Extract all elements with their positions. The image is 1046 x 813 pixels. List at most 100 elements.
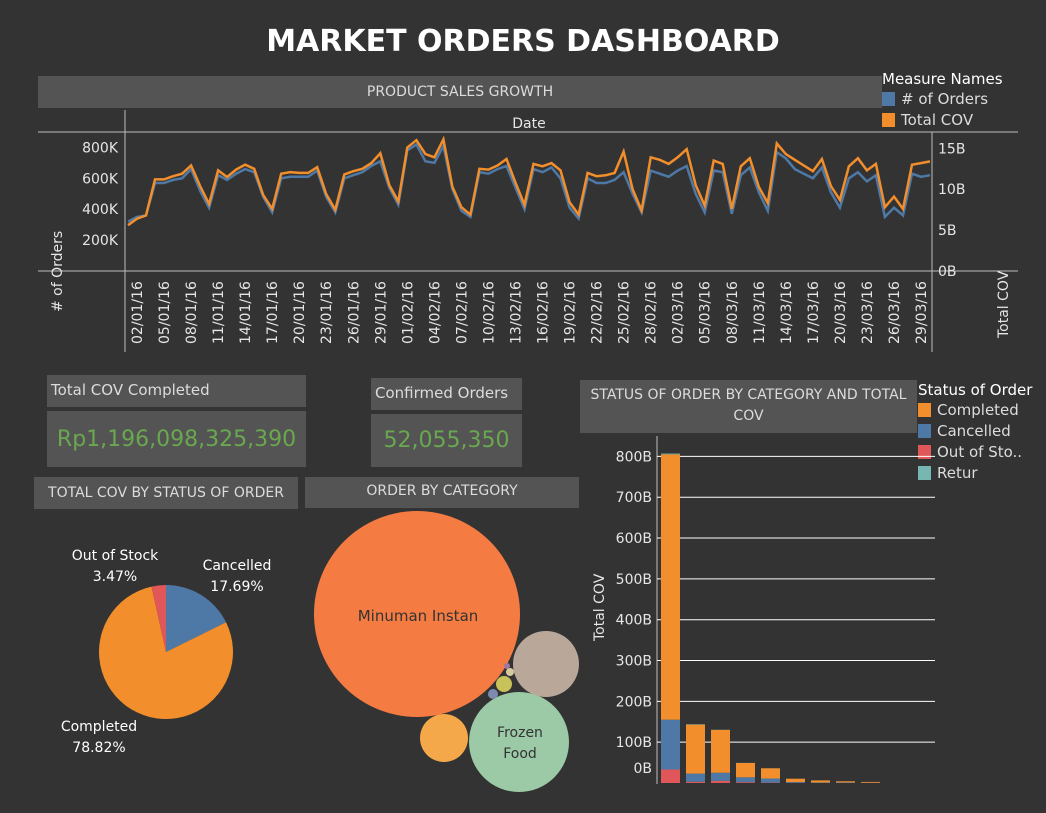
- bar-segment-cancelled[interactable]: [711, 772, 730, 781]
- x-date-tick: 11/01/16: [211, 281, 227, 344]
- legend-label-retur: Retur: [937, 463, 978, 482]
- bar-y-ticks: 800B 700B 600B 500B 400B 300B 200B 100B 0B: [616, 449, 652, 777]
- line-x-title: Date: [512, 116, 545, 132]
- x-date-tick: 14/03/16: [779, 281, 795, 344]
- bar-header-line-2: COV: [733, 408, 764, 424]
- x-date-tick: 17/01/16: [265, 281, 281, 344]
- x-date-tick: 26/01/16: [346, 281, 362, 344]
- bar-segment-cancelled[interactable]: [736, 777, 755, 783]
- measure-legend-title: Measure Names: [882, 70, 1003, 88]
- pie-label-cancelled: Cancelled: [203, 558, 272, 574]
- line-chart-header: PRODUCT SALES GROWTH: [38, 76, 882, 108]
- bar-chart-header: STATUS OF ORDER BY CATEGORY AND TOTAL CO…: [580, 380, 917, 433]
- bar-y-tick: 400B: [616, 613, 652, 629]
- legend-label-cov: Total COV: [901, 110, 974, 129]
- x-date-tick: 29/03/16: [914, 281, 930, 344]
- bar-segment-out-of-stock[interactable]: [711, 780, 730, 783]
- bubble-category-4[interactable]: [420, 714, 468, 762]
- x-date-tick: 08/01/16: [184, 281, 200, 344]
- series-cov-line[interactable]: [127, 135, 931, 227]
- status-legend-title: Status of Order: [918, 381, 1033, 399]
- bubble-label-minuman: Minuman Instan: [358, 607, 479, 625]
- pie-slice-cancelled[interactable]: [166, 585, 227, 652]
- bar-segment-cancelled[interactable]: [686, 773, 705, 782]
- line-y-right-title: Total COV: [996, 270, 1012, 339]
- bar-segment-out-of-stock[interactable]: [736, 782, 755, 783]
- legend-item-completed[interactable]: Completed: [918, 399, 1044, 420]
- legend-item-retur[interactable]: Retur: [918, 462, 1044, 483]
- status-legend: Status of Order Completed Cancelled Out …: [918, 381, 1044, 483]
- bubble-label-frozen-2: Food: [503, 746, 537, 762]
- bar-y-tick: 300B: [616, 654, 652, 670]
- bubble-category-6[interactable]: [488, 689, 498, 699]
- x-date-tick: 26/03/16: [887, 281, 903, 344]
- pie-slice-completed[interactable]: [98, 586, 233, 720]
- bar-segment-cancelled[interactable]: [661, 719, 680, 770]
- bar-segment-completed[interactable]: [686, 724, 705, 774]
- bar-stacks: [661, 453, 880, 783]
- x-date-tick: 05/01/16: [157, 281, 173, 344]
- x-date-tick: 16/02/16: [536, 281, 552, 344]
- y-left-tick: 600K: [82, 171, 119, 187]
- legend-item-orders[interactable]: # of Orders: [882, 88, 1042, 109]
- bar-chart[interactable]: 800B 700B 600B 500B 400B 300B 200B 100B 0B Total…: [580, 436, 940, 786]
- bar-y-tick: 600B: [616, 531, 652, 547]
- bar-segment-cancelled[interactable]: [761, 778, 780, 783]
- x-date-tick: 01/02/16: [400, 281, 416, 344]
- bubble-frozen-food[interactable]: [469, 692, 569, 792]
- bar-segment-retur[interactable]: [661, 453, 680, 455]
- x-date-tick: 22/02/16: [590, 281, 606, 344]
- legend-item-out-of-stock[interactable]: Out of Sto..: [918, 441, 1044, 462]
- legend-label-completed: Completed: [937, 400, 1019, 419]
- bar-segment-completed[interactable]: [861, 781, 880, 783]
- bar-segment-completed[interactable]: [811, 780, 830, 783]
- y-left-tick: 200K: [82, 233, 119, 249]
- swatch-out-of-stock: [918, 444, 931, 459]
- x-date-tick: 14/01/16: [238, 281, 254, 344]
- y-right-tick: 0B: [938, 264, 957, 280]
- x-date-tick: 13/02/16: [508, 281, 524, 344]
- bar-y-tick: 200B: [616, 694, 652, 710]
- dashboard-title: MARKET ORDERS DASHBOARD: [266, 24, 780, 59]
- bar-segment-out-of-stock[interactable]: [686, 781, 705, 783]
- kpi-cov-value: Rp1,196,098,325,390: [47, 411, 306, 467]
- kpi-cov-label: Total COV Completed: [47, 375, 306, 407]
- bar-segment-completed[interactable]: [836, 781, 855, 783]
- line-x-ticks: 02/01/16 05/01/16 08/01/16 11/01/16 14/01/16…: [130, 281, 930, 344]
- bar-y-tick: 800B: [616, 449, 652, 465]
- bar-segment-cancelled[interactable]: [786, 781, 805, 783]
- pie-pct-out-of-stock: 3.47%: [93, 569, 137, 585]
- x-date-tick: 02/01/16: [130, 281, 146, 344]
- bar-segment-completed[interactable]: [761, 768, 780, 779]
- bubble-category-8[interactable]: [504, 663, 510, 669]
- x-date-tick: 10/02/16: [481, 281, 497, 344]
- pie-slice-out-of-stock[interactable]: [151, 585, 167, 652]
- legend-item-cancelled[interactable]: Cancelled: [918, 420, 1044, 441]
- swatch-retur: [918, 465, 931, 480]
- x-date-tick: 20/01/16: [292, 281, 308, 344]
- bar-segment-completed[interactable]: [661, 454, 680, 720]
- pie-chart[interactable]: Out of Stock 3.47% Cancelled 17.69% Comp…: [0, 520, 300, 810]
- bar-segment-completed[interactable]: [786, 778, 805, 782]
- kpi-orders-label: Confirmed Orders: [371, 378, 522, 410]
- y-left-tick: 400K: [82, 202, 119, 218]
- bubble-category-7[interactable]: [506, 668, 514, 676]
- swatch-cancelled: [918, 423, 931, 438]
- bubble-chart[interactable]: Minuman Instan Frozen Food: [300, 505, 585, 810]
- bar-segment-completed[interactable]: [736, 763, 755, 778]
- legend-item-cov[interactable]: Total COV: [882, 109, 1042, 130]
- bar-segment-out-of-stock[interactable]: [661, 769, 680, 783]
- bar-segment-completed[interactable]: [711, 729, 730, 773]
- x-date-tick: 28/02/16: [644, 281, 660, 344]
- x-date-tick: 08/03/16: [725, 281, 741, 344]
- bar-y-tick: 500B: [616, 572, 652, 588]
- bubble-category-3[interactable]: [513, 631, 579, 697]
- swatch-completed: [918, 402, 931, 417]
- bubble-category-5[interactable]: [496, 676, 512, 692]
- bubble-minuman-instan[interactable]: [314, 511, 520, 717]
- x-date-tick: 29/01/16: [373, 281, 389, 344]
- y-left-tick: 800K: [82, 140, 119, 156]
- x-date-tick: 17/03/16: [806, 281, 822, 344]
- line-chart[interactable]: Date # of Orders Total COV 800K 600K 400K 2…: [0, 110, 1046, 355]
- bar-y-tick: 0B: [633, 761, 652, 777]
